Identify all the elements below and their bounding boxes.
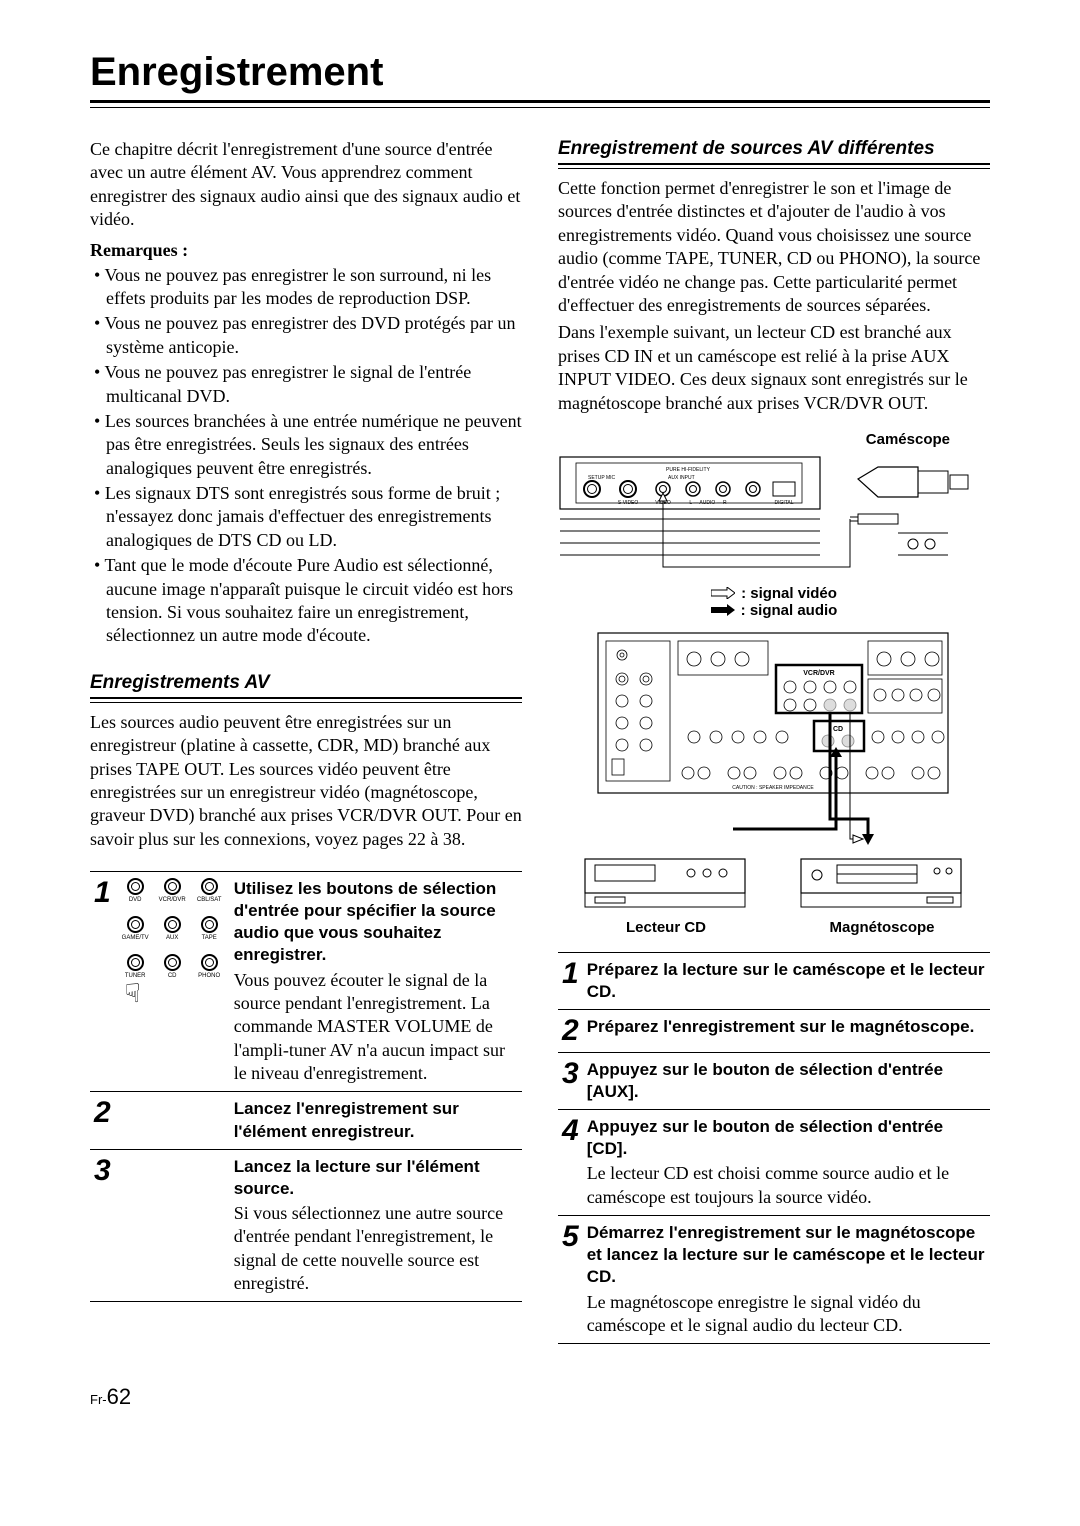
right-body-2: Dans l'exemple suivant, un lecteur CD es…: [558, 321, 990, 415]
step-content: Utilisez les boutons de sélection d'entr…: [230, 872, 522, 1092]
input-button-cblsat: CBL/SAT: [193, 878, 226, 912]
svg-text:DIGITAL: DIGITAL: [774, 500, 793, 506]
step-content: Démarrez l'enregistrement sur le magnéto…: [583, 1216, 990, 1344]
step-row: 3 Appuyez sur le bouton de sélection d'e…: [558, 1053, 990, 1110]
remark-item: Vous ne pouvez pas enregistrer des DVD p…: [90, 312, 522, 359]
step-content: Lancez la lecture sur l'élément source. …: [230, 1149, 522, 1302]
step-row: 2 Lancez l'enregistrement sur l'élément …: [90, 1092, 522, 1149]
svg-text:CD: CD: [833, 726, 843, 733]
svg-text:VCR/DVR: VCR/DVR: [803, 670, 835, 677]
cd-label: Lecteur CD: [626, 919, 706, 936]
step-row: 1 Préparez la lecture sur le caméscope e…: [558, 952, 990, 1009]
two-column-layout: Ce chapitre décrit l'enregistrement d'un…: [90, 138, 990, 1344]
intro-text: Ce chapitre décrit l'enregistrement d'un…: [90, 138, 522, 232]
step-title: Lancez l'enregistrement sur l'élément en…: [234, 1098, 518, 1142]
remark-item: Tant que le mode d'écoute Pure Audio est…: [90, 554, 522, 648]
svg-text:S-VIDEO: S-VIDEO: [618, 500, 639, 506]
input-button-aux: AUX: [156, 916, 189, 950]
cd-player-block: Lecteur CD: [558, 857, 774, 936]
right-subheading: Enregistrement de sources AV différentes: [558, 138, 990, 165]
step-content: Préparez la lecture sur le caméscope et …: [583, 952, 990, 1009]
remark-item: Vous ne pouvez pas enregistrer le signal…: [90, 361, 522, 408]
step-number: 3: [558, 1053, 583, 1110]
step-title: Appuyez sur le bouton de sélection d'ent…: [587, 1116, 986, 1160]
step-body: Si vous sélectionnez une autre source d'…: [234, 1202, 518, 1296]
step-content: Appuyez sur le bouton de sélection d'ent…: [583, 1053, 990, 1110]
input-button-tape: TAPE: [193, 916, 226, 950]
front-panel-svg: PURE HI-FIDELITY SETUP MIC AUX INPUT S-V…: [558, 449, 988, 579]
svg-text:PURE HI-FIDELITY: PURE HI-FIDELITY: [666, 467, 711, 473]
right-steps-table: 1 Préparez la lecture sur le caméscope e…: [558, 952, 990, 1344]
subheading-underline: [558, 168, 990, 169]
step-content: Préparez l'enregistrement sur le magnéto…: [583, 1010, 990, 1053]
step-number: 5: [558, 1216, 583, 1344]
input-button-dvd: DVD: [119, 878, 152, 912]
signal-audio-label: : signal audio: [741, 602, 838, 619]
step-title: Démarrez l'enregistrement sur le magnéto…: [587, 1222, 986, 1288]
audio-arrow-icon: [711, 604, 735, 616]
step-number: 2: [558, 1010, 583, 1053]
rear-panel-svg: VCR/DVR CD: [558, 629, 988, 849]
page-number-value: 62: [107, 1384, 131, 1409]
left-subheading: Enregistrements AV: [90, 672, 522, 699]
subheading-underline: [90, 702, 522, 703]
remarks-list: Vous ne pouvez pas enregistrer le son su…: [90, 264, 522, 648]
step-content: Lancez l'enregistrement sur l'élément en…: [230, 1092, 522, 1149]
input-selector-diagram: DVD VCR/DVR CBL/SAT GAME/TV AUX TAPE TUN…: [115, 872, 230, 1092]
step-number: 4: [558, 1110, 583, 1216]
vcr-block: Magnétoscope: [774, 857, 990, 936]
step-number: 3: [90, 1149, 115, 1302]
input-button-phono: PHONO: [193, 954, 226, 988]
vcr-label: Magnétoscope: [829, 919, 934, 936]
step-body: Vous pouvez écouter le signal de la sour…: [234, 969, 518, 1086]
hand-pointer-icon: ☟: [125, 986, 232, 1002]
remark-item: Les signaux DTS sont enregistrés sous fo…: [90, 482, 522, 552]
step-number: 2: [90, 1092, 115, 1149]
step-content: Appuyez sur le bouton de sélection d'ent…: [583, 1110, 990, 1216]
left-section-body: Les sources audio peuvent être enregistr…: [90, 711, 522, 851]
step-title: Appuyez sur le bouton de sélection d'ent…: [587, 1059, 986, 1103]
title-underline: [90, 107, 990, 108]
step-row: 1 DVD VCR/DVR CBL/SAT GAME/TV AUX TAPE T…: [90, 872, 522, 1092]
vcr-icon: [797, 857, 967, 913]
step-body: Le lecteur CD est choisi comme source au…: [587, 1162, 986, 1209]
step-row: 3 Lancez la lecture sur l'élément source…: [90, 1149, 522, 1302]
remark-item: Les sources branchées à une entrée numér…: [90, 410, 522, 480]
remark-item: Vous ne pouvez pas enregistrer le son su…: [90, 264, 522, 311]
rear-panel-diagram: VCR/DVR CD: [558, 629, 990, 849]
signal-legend: : signal vidéo : signal audio: [558, 585, 990, 619]
right-body-1: Cette fonction permet d'enregistrer le s…: [558, 177, 990, 317]
step-title: Lancez la lecture sur l'élément source.: [234, 1156, 518, 1200]
front-panel-diagram: Caméscope PURE HI-FIDELITY SETUP MIC AUX…: [558, 431, 990, 579]
remarks-heading: Remarques :: [90, 240, 522, 261]
svg-text:CAUTION : SPEAKER IMPEDANCE: CAUTION : SPEAKER IMPEDANCE: [732, 785, 814, 791]
step-title: Utilisez les boutons de sélection d'entr…: [234, 878, 518, 966]
lower-devices: Lecteur CD Magnétoscope: [558, 857, 990, 936]
step-number: 1: [90, 872, 115, 1092]
camescope-label: Caméscope: [866, 431, 950, 448]
cd-player-icon: [581, 857, 751, 913]
step-number: 1: [558, 952, 583, 1009]
step-row: 2 Préparez l'enregistrement sur le magné…: [558, 1010, 990, 1053]
step-title: Préparez l'enregistrement sur le magnéto…: [587, 1016, 986, 1038]
step-title: Préparez la lecture sur le caméscope et …: [587, 959, 986, 1003]
page-number-prefix: Fr-: [90, 1392, 107, 1407]
step-body: Le magnétoscope enregistre le signal vid…: [587, 1291, 986, 1338]
right-column: Enregistrement de sources AV différentes…: [558, 138, 990, 1344]
left-steps-table: 1 DVD VCR/DVR CBL/SAT GAME/TV AUX TAPE T…: [90, 871, 522, 1302]
input-button-vcrdvr: VCR/DVR: [156, 878, 189, 912]
svg-text:AUX INPUT: AUX INPUT: [668, 475, 695, 481]
page-title: Enregistrement: [90, 50, 990, 103]
input-button-cd: CD: [156, 954, 189, 988]
step-row: 5 Démarrez l'enregistrement sur le magné…: [558, 1216, 990, 1344]
input-button-gametv: GAME/TV: [119, 916, 152, 950]
step-row: 4 Appuyez sur le bouton de sélection d'e…: [558, 1110, 990, 1216]
left-column: Ce chapitre décrit l'enregistrement d'un…: [90, 138, 522, 1344]
video-arrow-icon: [711, 587, 735, 599]
page-number: Fr-62: [90, 1384, 990, 1410]
signal-video-label: : signal vidéo: [741, 585, 837, 602]
svg-text:L — AUDIO — R: L — AUDIO — R: [689, 500, 727, 506]
